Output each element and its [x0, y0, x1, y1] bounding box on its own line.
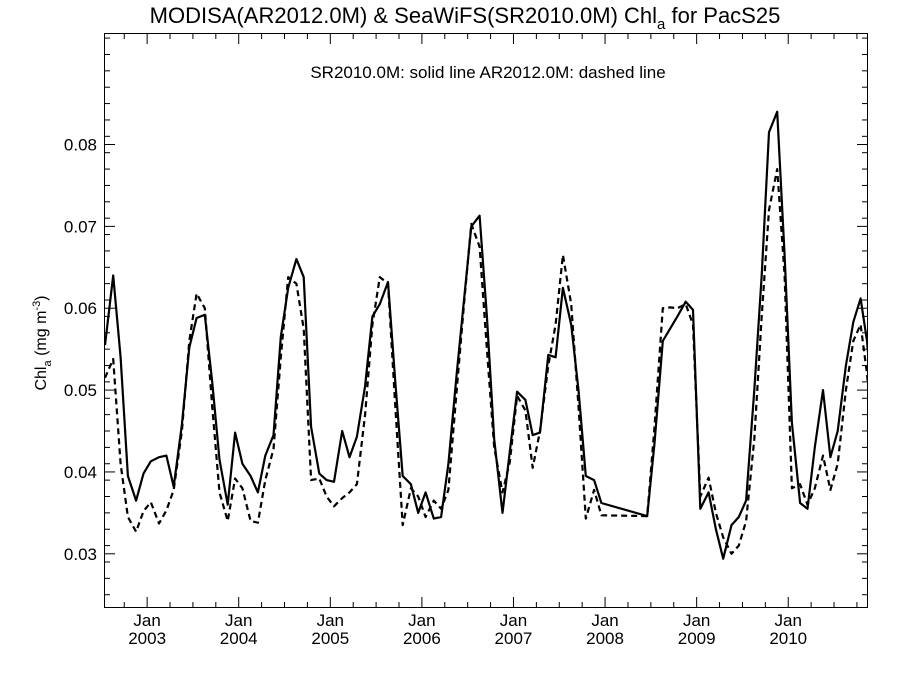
y-tick-labels: 0.03 0.04 0.05 0.06 0.07 0.08: [64, 136, 97, 564]
x-tick-year: 2005: [311, 629, 349, 648]
x-tick-year: 2009: [678, 629, 716, 648]
y-axis-label: Chla (mg m-3): [31, 295, 54, 390]
x-tick-month: Jan: [500, 611, 527, 630]
svg-text:Chla (mg m-3): Chla (mg m-3): [31, 295, 54, 390]
y-tick-label: 0.07: [64, 217, 97, 236]
line-style-annotation: SR2010.0M: solid line AR2012.0M: dashed …: [310, 63, 665, 82]
series-line-ar2012-0m: [105, 168, 867, 555]
x-tick-year: 2008: [586, 629, 624, 648]
y-tick-label: 0.04: [64, 463, 97, 482]
x-tick-labels: Jan2003Jan2004Jan2005Jan2006Jan2007Jan20…: [128, 611, 807, 648]
x-tick-month: Jan: [683, 611, 710, 630]
series-group: [105, 110, 867, 560]
x-tick-month: Jan: [225, 611, 252, 630]
x-tick-year: 2010: [769, 629, 807, 648]
y-tick-label: 0.05: [64, 381, 97, 400]
y-tick-label: 0.06: [64, 299, 97, 318]
x-tick-year: 2004: [220, 629, 258, 648]
x-tick-month: Jan: [591, 611, 618, 630]
x-tick-month: Jan: [775, 611, 802, 630]
axis-ticks: [105, 34, 867, 607]
chart-title: MODISA(AR2012.0M) & SeaWiFS(SR2010.0M) C…: [150, 3, 781, 33]
x-tick-month: Jan: [317, 611, 344, 630]
series-line-sr2010-0m: [105, 110, 867, 560]
y-tick-label: 0.08: [64, 136, 97, 155]
x-tick-year: 2007: [495, 629, 533, 648]
x-tick-month: Jan: [408, 611, 435, 630]
x-tick-year: 2006: [403, 629, 441, 648]
x-tick-month: Jan: [133, 611, 160, 630]
y-tick-label: 0.03: [64, 545, 97, 564]
x-tick-year: 2003: [128, 629, 166, 648]
plot-frame: [104, 33, 868, 608]
